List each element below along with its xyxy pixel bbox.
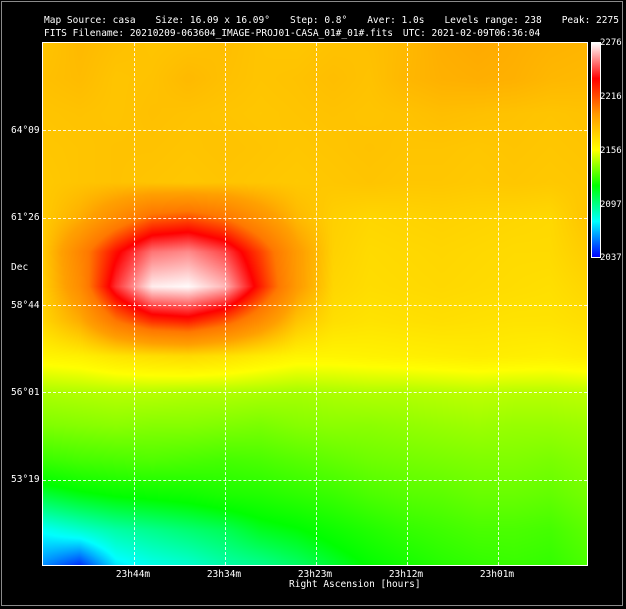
x-gridline bbox=[498, 43, 499, 565]
map-source-value: casa bbox=[112, 15, 136, 26]
map-source-label: Map Source: bbox=[44, 15, 107, 26]
step-label: Step: bbox=[289, 15, 319, 26]
header-info-line-2: FITS Filename: 20210209-063604_IMAGE-PRO… bbox=[44, 28, 540, 39]
x-tick-label: 23h34m bbox=[206, 569, 242, 580]
peak-value: 2275 bbox=[596, 15, 619, 26]
x-gridline bbox=[225, 43, 226, 565]
y-gridline bbox=[43, 130, 587, 131]
x-gridline bbox=[134, 43, 135, 565]
x-tick-label: 23h01m bbox=[479, 569, 515, 580]
step-value: 0.8° bbox=[324, 15, 348, 26]
y-tick-label: 53°19' bbox=[11, 474, 46, 485]
aver-value: 1.0s bbox=[401, 15, 425, 26]
x-tick-label: 23h12m bbox=[388, 569, 424, 580]
y-axis-label: Dec bbox=[11, 262, 29, 273]
x-tick-label: 23h44m bbox=[115, 569, 151, 580]
peak-label: Peak: bbox=[561, 15, 591, 26]
fits-filename-value: 20210209-063604_IMAGE-PROJ01-CASA_01#_01… bbox=[129, 28, 393, 39]
size-label: Size: bbox=[155, 15, 185, 26]
y-gridline bbox=[43, 305, 587, 306]
size-value: 16.09 x 16.09° bbox=[189, 15, 270, 26]
y-tick-label: 64°09' bbox=[11, 125, 46, 136]
colorbar bbox=[591, 42, 601, 258]
x-gridline bbox=[407, 43, 408, 565]
intensity-heatmap[interactable] bbox=[43, 43, 587, 565]
utc-value: 2021-02-09T06:36:04 bbox=[431, 28, 541, 39]
y-gridline bbox=[43, 480, 587, 481]
y-tick-label: 56°01' bbox=[11, 387, 46, 398]
y-tick-label: 58°44' bbox=[11, 300, 46, 311]
fits-filename-label: FITS Filename: bbox=[44, 28, 125, 39]
aver-label: Aver: bbox=[367, 15, 396, 26]
sky-map-plot[interactable] bbox=[42, 42, 588, 566]
colorbar-level-label: 2276 bbox=[600, 38, 622, 48]
colorbar-level-label: 2097 bbox=[600, 200, 622, 210]
x-axis-label: Right Ascension [hours] bbox=[289, 579, 421, 590]
x-tick-label: 23h23m bbox=[297, 569, 333, 580]
y-tick-label: 61°26' bbox=[11, 212, 46, 223]
colorbar-level-label: 2156 bbox=[600, 146, 622, 156]
y-gridline bbox=[43, 218, 587, 219]
header-info-line-1: Map Source: casa Size: 16.09 x 16.09° Step… bbox=[44, 15, 619, 26]
utc-label: UTC: bbox=[402, 28, 426, 39]
y-gridline bbox=[43, 392, 587, 393]
x-gridline bbox=[316, 43, 317, 565]
levels-range-label: Levels range: bbox=[444, 15, 519, 26]
levels-range-value: 238 bbox=[524, 15, 542, 26]
colorbar-level-label: 2037 bbox=[600, 253, 622, 263]
colorbar-level-label: 2216 bbox=[600, 92, 622, 102]
